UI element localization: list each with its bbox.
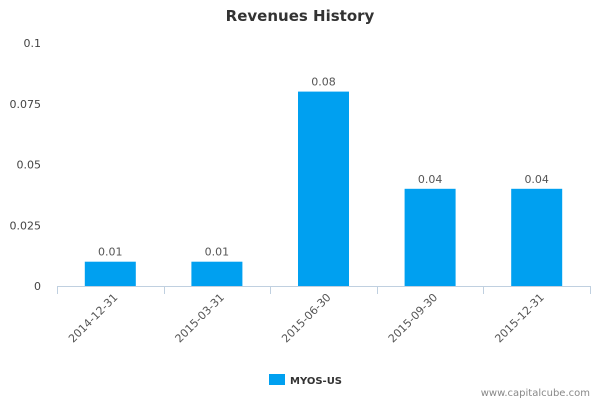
- y-tick-label: 0.05: [17, 159, 42, 172]
- data-label: 0.01: [205, 246, 230, 259]
- bar[interactable]: [298, 91, 349, 286]
- y-tick-label: 0.1: [24, 37, 42, 50]
- y-tick-label: 0.075: [10, 98, 42, 111]
- y-tick-label: 0: [34, 280, 41, 293]
- x-tick-label: 2015-06-30: [279, 291, 333, 345]
- data-label: 0.01: [98, 246, 123, 259]
- x-tick-label: 2015-09-30: [386, 291, 440, 345]
- y-tick-label: 0.025: [10, 219, 42, 232]
- bar-series: [84, 91, 563, 286]
- data-label: 0.04: [418, 173, 443, 186]
- legend-swatch: [269, 374, 285, 385]
- x-axis: 2014-12-31 2015-03-31 2015-06-30 2015-09-30…: [57, 286, 591, 345]
- bar[interactable]: [404, 188, 456, 286]
- x-tick-label: 2014-12-31: [66, 291, 120, 345]
- data-label: 0.08: [311, 76, 336, 89]
- x-tick-label: 2015-03-31: [173, 291, 227, 345]
- data-label: 0.04: [524, 173, 549, 186]
- y-axis: 0 0.025 0.05 0.075 0.1: [10, 37, 42, 293]
- x-tick-label: 2015-12-31: [492, 291, 546, 345]
- legend-label: MYOS-US: [290, 376, 342, 387]
- legend[interactable]: MYOS-US: [269, 374, 342, 387]
- data-labels: 0.01 0.01 0.08 0.04 0.04: [98, 76, 549, 259]
- bar[interactable]: [191, 261, 243, 286]
- credit-text: www.capitalcube.com: [481, 388, 590, 399]
- bar[interactable]: [84, 261, 136, 286]
- chart-title: Revenues History: [226, 7, 375, 25]
- bar[interactable]: [511, 188, 563, 286]
